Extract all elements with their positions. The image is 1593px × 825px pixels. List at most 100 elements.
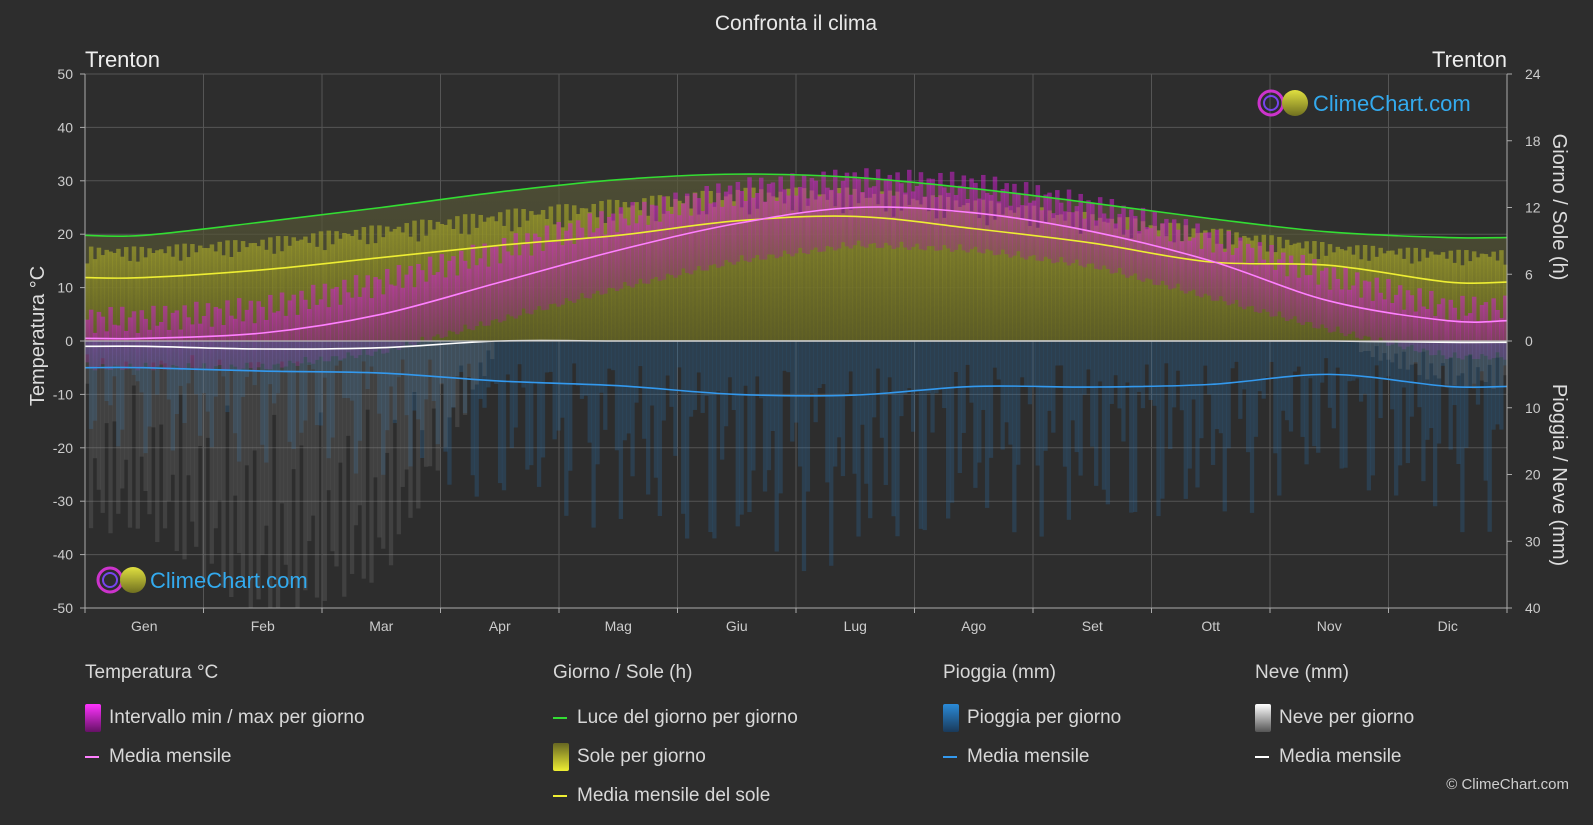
snow-day-bar bbox=[373, 341, 378, 478]
rain-day-bar bbox=[548, 341, 553, 372]
temp-range-bar bbox=[381, 294, 386, 354]
temp-range-bar bbox=[879, 193, 885, 248]
temp-range-bar bbox=[439, 254, 445, 339]
rain-day-bar bbox=[778, 341, 783, 494]
temp-range-bar bbox=[486, 266, 491, 326]
sun-day-bar bbox=[805, 205, 811, 341]
rain-day-bar bbox=[1218, 341, 1223, 434]
rain-day-bar bbox=[1277, 341, 1282, 496]
rain-day-bar bbox=[899, 341, 904, 417]
sun-day-bar bbox=[412, 220, 417, 341]
rain-day-bar bbox=[1148, 341, 1153, 400]
snow-day-bar bbox=[268, 341, 273, 608]
sun-day-bar bbox=[762, 202, 768, 341]
sun-day-bar bbox=[1039, 207, 1044, 341]
temp-range-bar bbox=[1218, 243, 1224, 297]
snow-day-bar bbox=[482, 341, 487, 377]
rain-day-bar bbox=[1335, 341, 1340, 368]
sun-day-bar bbox=[735, 189, 741, 341]
legend-item-snow-mean: Media mensile bbox=[1255, 737, 1414, 776]
y-left-tick-label: -30 bbox=[53, 493, 73, 509]
rain-day-bar bbox=[497, 341, 503, 484]
rain-day-bar bbox=[1187, 341, 1192, 469]
rain-day-bar bbox=[1203, 341, 1208, 366]
temp-range-bar bbox=[1390, 303, 1395, 345]
temp-range-bar bbox=[396, 265, 402, 350]
rain-day-bar bbox=[996, 341, 1001, 380]
sun-day-bar bbox=[1012, 212, 1017, 341]
temp-range-bar bbox=[392, 285, 398, 348]
sun-day-bar bbox=[864, 197, 869, 341]
sun-day-bar bbox=[774, 197, 780, 341]
temp-range-bar bbox=[638, 215, 643, 279]
sun-day-bar bbox=[349, 235, 355, 341]
temp-range-bar bbox=[930, 178, 935, 247]
rain-day-bar bbox=[233, 341, 238, 434]
snow-day-bar bbox=[474, 341, 479, 385]
temp-range-bar bbox=[330, 288, 335, 357]
temp-range-bar bbox=[731, 205, 737, 265]
legend-item-snow: Neve per giorno bbox=[1255, 698, 1414, 737]
rain-day-bar bbox=[626, 341, 631, 434]
rain-day-bar bbox=[1382, 341, 1387, 379]
rain-day-bar bbox=[1234, 341, 1239, 362]
sun-day-bar bbox=[747, 214, 752, 341]
rain-day-bar bbox=[388, 341, 394, 387]
rain-day-bar bbox=[529, 341, 534, 466]
temp-range-bar bbox=[891, 195, 896, 250]
temp-range-bar bbox=[805, 198, 811, 255]
snow-day-bar bbox=[435, 341, 440, 471]
y-right-top-tick-label: 12 bbox=[1525, 200, 1541, 216]
snow-day-bar bbox=[162, 341, 168, 529]
temp-range-bar bbox=[1222, 251, 1228, 302]
rain-day-bar bbox=[1261, 341, 1266, 399]
temp-range-bar bbox=[264, 319, 269, 369]
rain-day-bar bbox=[758, 341, 764, 399]
rain-day-bar bbox=[295, 341, 300, 362]
rain-day-bar bbox=[147, 341, 152, 427]
snow-day-bar bbox=[392, 341, 398, 420]
snow-day-bar bbox=[307, 341, 312, 542]
sun-day-bar bbox=[836, 188, 842, 341]
temp-range-bar bbox=[1168, 241, 1173, 290]
temp-range-bar bbox=[1090, 202, 1095, 264]
rain-day-bar bbox=[1444, 341, 1449, 385]
legend-temperature-heading: Temperatura °C bbox=[85, 662, 219, 683]
rain-day-bar bbox=[801, 341, 807, 572]
snow-day-bar bbox=[92, 341, 98, 459]
temp-range-bar bbox=[720, 206, 725, 267]
temp-range-bar bbox=[1023, 182, 1029, 260]
sun-day-bar bbox=[712, 206, 717, 341]
temp-range-bar bbox=[556, 222, 561, 307]
sun-day-bar bbox=[794, 187, 799, 341]
sun-day-bar bbox=[299, 239, 304, 341]
temp-range-bar bbox=[1156, 236, 1161, 286]
rain-day-bar bbox=[533, 341, 538, 383]
temp-range-bar bbox=[630, 202, 635, 288]
rain-day-bar bbox=[665, 341, 670, 376]
temp-range-bar bbox=[1397, 285, 1403, 347]
axes: 50 40 30 20 10 0 -10 -20 -30 -40 -50 24 18 12 6 0 10 20 30… bbox=[53, 66, 1541, 634]
rain-day-bar bbox=[334, 341, 339, 366]
snow-day-bar bbox=[159, 341, 164, 425]
temp-range-bar bbox=[1230, 254, 1235, 304]
rain-day-bar bbox=[1047, 341, 1052, 411]
rain-day-bar bbox=[1343, 341, 1348, 468]
rain-day-bar bbox=[1394, 341, 1399, 496]
sun-day-bar bbox=[244, 247, 250, 341]
sun-day-bar bbox=[201, 247, 207, 341]
rain-day-bar bbox=[486, 341, 491, 388]
snow-day-bar bbox=[420, 341, 425, 431]
sun-day-bar bbox=[233, 240, 238, 341]
snow-day-bar bbox=[85, 341, 90, 384]
snow-day-bar bbox=[353, 341, 359, 526]
rain-day-bar bbox=[151, 341, 156, 363]
temp-range-swatch bbox=[85, 703, 101, 732]
rain-day-bar bbox=[346, 341, 351, 399]
rain-day-bar bbox=[1066, 341, 1072, 520]
temp-range-bar bbox=[1448, 299, 1454, 358]
snow-mean-swatch bbox=[1255, 755, 1269, 758]
rain-day-bar bbox=[871, 341, 877, 418]
y-right-top-tick-label: 6 bbox=[1525, 266, 1533, 282]
legend-sun-heading: Giorno / Sole (h) bbox=[553, 662, 693, 683]
